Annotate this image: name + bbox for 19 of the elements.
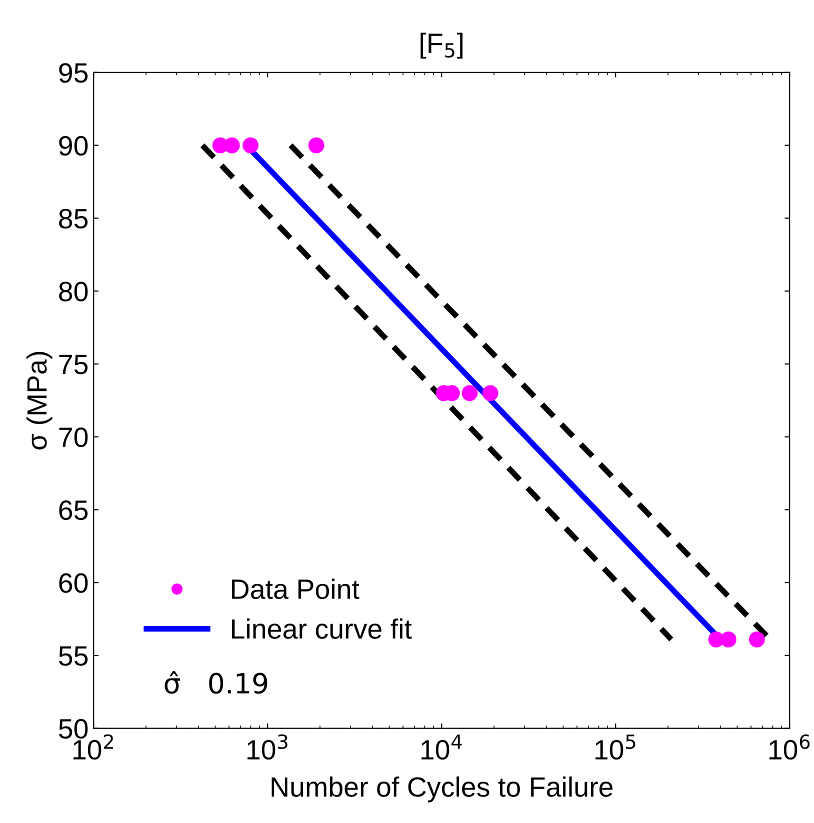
y-axis-title: σ (MPa) [26,352,52,450]
x-tick-label: 10$^{5}$ [595,734,636,760]
y-tick-label: 75 [59,354,88,374]
y-tick-label: 65 [59,500,88,520]
chart-title: [F$_{5}$] [420,32,462,59]
legend-label: Linear curve fit [232,618,412,639]
y-tick-label: 85 [59,208,88,229]
y-tick-label: 80 [59,282,88,302]
legend-label: Data Point [232,578,360,600]
y-tick-label: 90 [59,136,88,156]
x-tick-label: 10$^{4}$ [421,734,462,760]
x-axis-title: Number of Cycles to Failure [272,776,612,802]
y-tick-label: 95 [59,63,88,83]
x-tick-label: 10$^{6}$ [769,734,810,760]
y-tick-label: 70 [59,428,88,448]
annotation: σ̂ 0.19 [164,671,268,694]
y-tick-label: 55 [58,646,88,666]
x-tick-label: 10$^{3}$ [248,734,288,760]
y-tick-label: 60 [59,573,88,593]
